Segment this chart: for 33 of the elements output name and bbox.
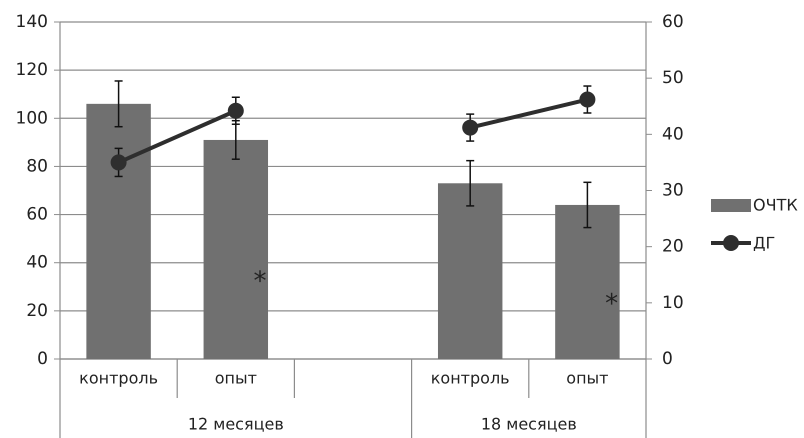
- bar: [438, 183, 502, 359]
- point: [110, 154, 127, 170]
- legend-label: ДГ: [753, 234, 776, 252]
- y-tick-label: 20: [26, 300, 48, 321]
- bar: [204, 140, 268, 359]
- x-tick-label: контроль: [79, 368, 158, 388]
- y2-tick-label: 30: [662, 180, 684, 200]
- y-tick-label: 120: [16, 60, 48, 80]
- y-tick-label: 140: [16, 12, 48, 32]
- y-tick-label: 60: [26, 204, 48, 225]
- y-tick-label: 40: [26, 252, 48, 273]
- x-tick-label: контроль: [430, 368, 510, 388]
- y2-tick-label: 60: [662, 12, 684, 32]
- y2-tick-label: 50: [662, 68, 684, 88]
- y2-tick-label: 20: [662, 236, 684, 257]
- x-tick-label: опыт: [214, 368, 257, 388]
- bar: [86, 104, 151, 359]
- annotation: *: [605, 289, 618, 320]
- text: 18 месяцев: [480, 414, 577, 434]
- point: [579, 92, 596, 108]
- bar: [555, 204, 620, 359]
- y-tick-label: 80: [26, 156, 48, 176]
- annotation: *: [254, 266, 267, 296]
- text: 12 месяцев: [188, 414, 284, 434]
- y2-tick-label: 0: [662, 349, 673, 369]
- x-tick-label: опыт: [566, 368, 608, 388]
- point: [228, 102, 244, 119]
- legend-label: ОЧТК: [753, 196, 798, 214]
- y-tick-label: 0: [37, 349, 48, 369]
- y2-tick-label: 40: [662, 124, 684, 144]
- y-tick-label: 100: [16, 108, 48, 128]
- y2-tick-label: 10: [662, 292, 684, 313]
- point: [462, 120, 478, 136]
